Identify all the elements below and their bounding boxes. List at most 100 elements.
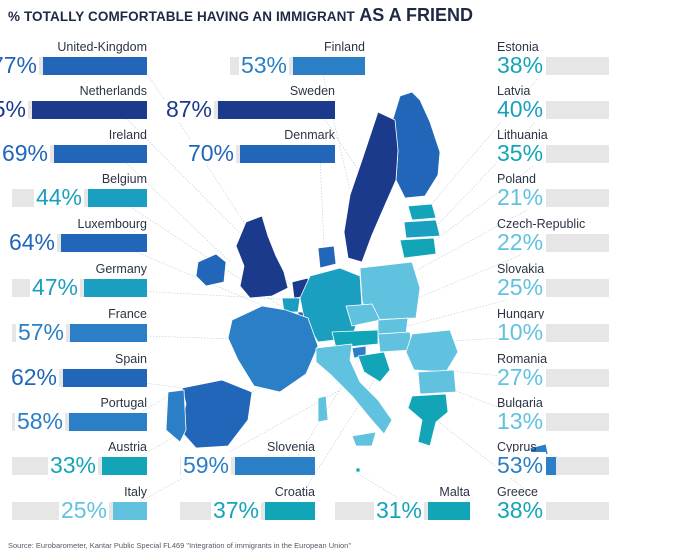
value-label-ireland: 69% [0,140,50,166]
bar-italy [113,502,147,520]
region-latvia [403,219,441,239]
value-label-croatia: 37% [210,497,261,523]
country-name-italy: Italy [124,485,147,499]
region-romania [405,329,459,373]
country-row-bulgaria: Bulgaria 13% [497,396,609,440]
value-label-estonia: 38% [497,52,547,78]
country-name-spain: Spain [115,352,147,366]
country-name-bulgaria: Bulgaria [497,396,543,410]
bar-netherlands [32,101,147,119]
region-malta [355,467,361,473]
value-label-slovenia: 59% [180,452,231,478]
region-sardinia [317,395,329,423]
country-row-portugal: Portugal 58% [12,396,147,440]
chart-title-emphasis: AS A FRIEND [359,5,473,25]
chart-title-main: % TOTALLY COMFORTABLE HAVING AN IMMIGRAN… [8,9,355,24]
country-row-romania: Romania 27% [497,352,609,396]
bar-luxembourg [61,234,147,252]
bar-denmark [240,145,335,163]
source-note: Source: Eurobarometer, Kantar Public Spe… [8,541,352,550]
region-united-kingdom [235,215,289,299]
value-label-sweden: 87% [163,96,214,122]
value-label-greece: 38% [497,497,547,523]
value-label-portugal: 58% [14,408,65,434]
country-row-malta: Malta 31% [335,485,470,529]
country-name-czech-republic: Czech-Republic [497,217,586,231]
value-label-malta: 31% [373,497,424,523]
value-label-france: 57% [15,319,66,345]
value-label-romania: 27% [497,364,547,390]
value-label-poland: 21% [497,184,547,210]
region-austria [331,329,379,349]
bar-sweden [218,101,335,119]
bar-malta [428,502,470,520]
country-row-spain: Spain 62% [8,352,147,396]
country-name-greece: Greece [497,485,538,499]
value-label-united-kingdom: 77% [0,52,39,78]
bar-spain [63,369,147,387]
bar-croatia [265,502,315,520]
value-label-germany: 47% [29,274,80,300]
country-name-portugal: Portugal [100,396,147,410]
country-name-ireland: Ireland [108,128,147,142]
bar-united-kingdom [43,57,147,75]
region-bulgaria [417,369,457,395]
region-poland [359,261,421,321]
country-name-netherlands: Netherlands [79,84,147,98]
bar-portugal [69,413,147,431]
country-name-estonia: Estonia [497,40,539,54]
country-name-germany: Germany [95,262,147,276]
country-name-romania: Romania [497,352,548,366]
country-row-luxembourg: Luxembourg 64% [6,217,147,261]
country-row-lithuania: Lithuania 35% [497,128,609,172]
bar-track-netherlands [12,101,147,119]
bar-slovenia [235,457,315,475]
value-label-bulgaria: 13% [497,408,547,434]
country-row-latvia: Latvia 40% [497,84,609,128]
country-row-hungary: Hungary 10% [497,307,609,351]
country-row-united-kingdom: United-Kingdom 77% [0,40,147,84]
bar-belgium [88,189,147,207]
bar-germany [84,279,147,297]
region-sweden [343,111,399,263]
value-label-finland: 53% [238,52,289,78]
bar-france [70,324,147,342]
chart-title: % TOTALLY COMFORTABLE HAVING AN IMMIGRAN… [8,5,473,26]
value-label-belgium: 44% [33,184,84,210]
country-name-poland: Poland [497,172,536,186]
country-row-denmark: Denmark 70% [185,128,335,172]
region-spain [179,379,253,449]
country-row-slovakia: Slovakia 25% [497,262,609,306]
country-row-germany: Germany 47% [12,262,147,306]
country-row-greece: Greece 38% [497,485,609,529]
country-name-austria: Austria [108,440,147,454]
country-name-denmark: Denmark [284,128,335,142]
value-label-hungary: 10% [497,319,547,345]
region-italy [315,343,393,435]
region-sicily [351,431,377,447]
value-label-luxembourg: 64% [6,229,57,255]
country-row-finland: Finland 53% [230,40,365,84]
bar-ireland [54,145,147,163]
country-row-estonia: Estonia 38% [497,40,609,84]
value-label-latvia: 40% [497,96,547,122]
country-row-belgium: Belgium 44% [12,172,147,216]
region-slovakia [377,317,409,335]
value-label-lithuania: 35% [497,140,547,166]
country-row-poland: Poland 21% [497,172,609,216]
country-row-croatia: Croatia 37% [180,485,315,529]
bar-track-sweden [200,101,335,119]
country-name-france: France [108,307,147,321]
country-name-sweden: Sweden [289,84,335,98]
region-portugal [165,389,187,443]
bar-austria [102,457,147,475]
country-row-czech-republic: Czech-Republic 22% [497,217,609,261]
region-lithuania [399,237,437,259]
country-name-malta: Malta [439,485,470,499]
region-france [227,305,319,393]
value-label-slovakia: 25% [497,274,547,300]
country-row-cyprus: Cyprus 53% [497,440,609,484]
value-label-cyprus: 53% [497,452,547,478]
country-row-italy: Italy 25% [12,485,147,529]
country-name-finland: Finland [324,40,365,54]
